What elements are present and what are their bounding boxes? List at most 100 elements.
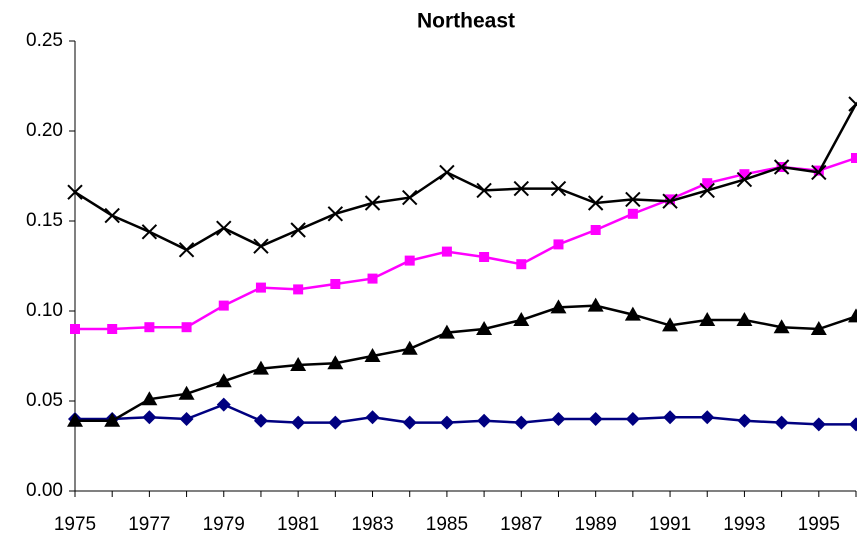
marker (142, 410, 157, 425)
y-tick-label: 0.15 (26, 210, 63, 231)
marker (476, 321, 493, 335)
marker (516, 259, 527, 270)
marker (181, 322, 192, 333)
marker (364, 195, 381, 211)
marker (70, 324, 80, 334)
marker (402, 189, 418, 206)
x-tick-label: 1983 (351, 514, 393, 535)
marker (476, 182, 492, 199)
series-line (75, 403, 856, 426)
marker (178, 385, 195, 400)
marker (104, 412, 121, 427)
marker (477, 413, 492, 428)
marker (551, 412, 566, 426)
marker (364, 348, 381, 362)
marker (327, 206, 344, 222)
marker (179, 412, 194, 426)
marker (328, 415, 343, 430)
x-tick-label: 1995 (798, 514, 840, 535)
marker (625, 412, 640, 426)
marker (215, 373, 232, 388)
marker (774, 415, 789, 430)
series-line (75, 304, 857, 423)
marker (67, 184, 83, 200)
marker (587, 195, 604, 211)
marker (699, 182, 715, 199)
marker (104, 207, 120, 224)
marker (514, 415, 529, 430)
marker (327, 355, 344, 370)
marker (851, 153, 857, 163)
marker (141, 391, 158, 406)
marker (737, 413, 752, 428)
marker (178, 242, 195, 258)
marker (252, 360, 269, 375)
marker (141, 224, 158, 240)
marker (811, 164, 827, 181)
marker (699, 312, 716, 326)
marker (365, 410, 380, 425)
x-tick-label: 1985 (426, 514, 468, 535)
marker (293, 284, 304, 295)
marker (253, 238, 269, 254)
x-tick-label: 1977 (128, 514, 170, 535)
marker (144, 322, 155, 333)
marker (255, 282, 266, 293)
marker (513, 180, 529, 197)
marker (624, 306, 641, 321)
marker (513, 312, 530, 326)
marker (588, 412, 603, 426)
marker (553, 239, 564, 250)
marker (438, 324, 455, 339)
x-tick-label: 1979 (203, 514, 245, 535)
marker (290, 357, 307, 371)
marker (216, 397, 231, 412)
marker (773, 159, 790, 175)
marker (702, 178, 713, 189)
y-tick-label: 0.10 (26, 300, 63, 321)
y-tick-label: 0.25 (26, 30, 63, 51)
marker (479, 252, 490, 262)
marker (736, 171, 753, 188)
y-tick-label: 0.05 (26, 390, 63, 411)
marker (590, 225, 601, 235)
marker (218, 300, 229, 311)
marker (627, 208, 638, 219)
x-tick-label: 1981 (277, 514, 319, 535)
marker (439, 164, 455, 181)
marker (849, 417, 857, 432)
series-line (75, 156, 857, 331)
marker (330, 279, 341, 289)
marker (700, 410, 715, 425)
x-tick-label: 1987 (500, 514, 542, 535)
marker (625, 191, 641, 208)
x-tick-label: 1975 (54, 514, 96, 535)
marker (587, 297, 604, 312)
marker (662, 317, 679, 332)
x-tick-label: 1989 (575, 514, 617, 535)
marker (810, 321, 827, 335)
series-line (74, 103, 857, 252)
marker (739, 169, 750, 180)
marker (848, 308, 857, 323)
marker (439, 415, 454, 430)
chart-title: Northeast (417, 10, 515, 33)
marker (663, 410, 678, 425)
y-tick-label: 0.00 (26, 480, 63, 501)
marker (665, 194, 676, 205)
marker (290, 222, 306, 238)
marker (550, 180, 567, 197)
marker (441, 246, 452, 257)
marker (811, 417, 826, 432)
marker (216, 220, 232, 236)
marker (550, 299, 567, 314)
marker (401, 340, 418, 355)
marker (662, 193, 678, 209)
marker (404, 255, 415, 266)
marker (848, 96, 857, 112)
y-tick-label: 0.20 (26, 120, 63, 141)
marker (402, 415, 417, 430)
marker (67, 412, 83, 427)
x-tick-label: 1993 (723, 514, 765, 535)
